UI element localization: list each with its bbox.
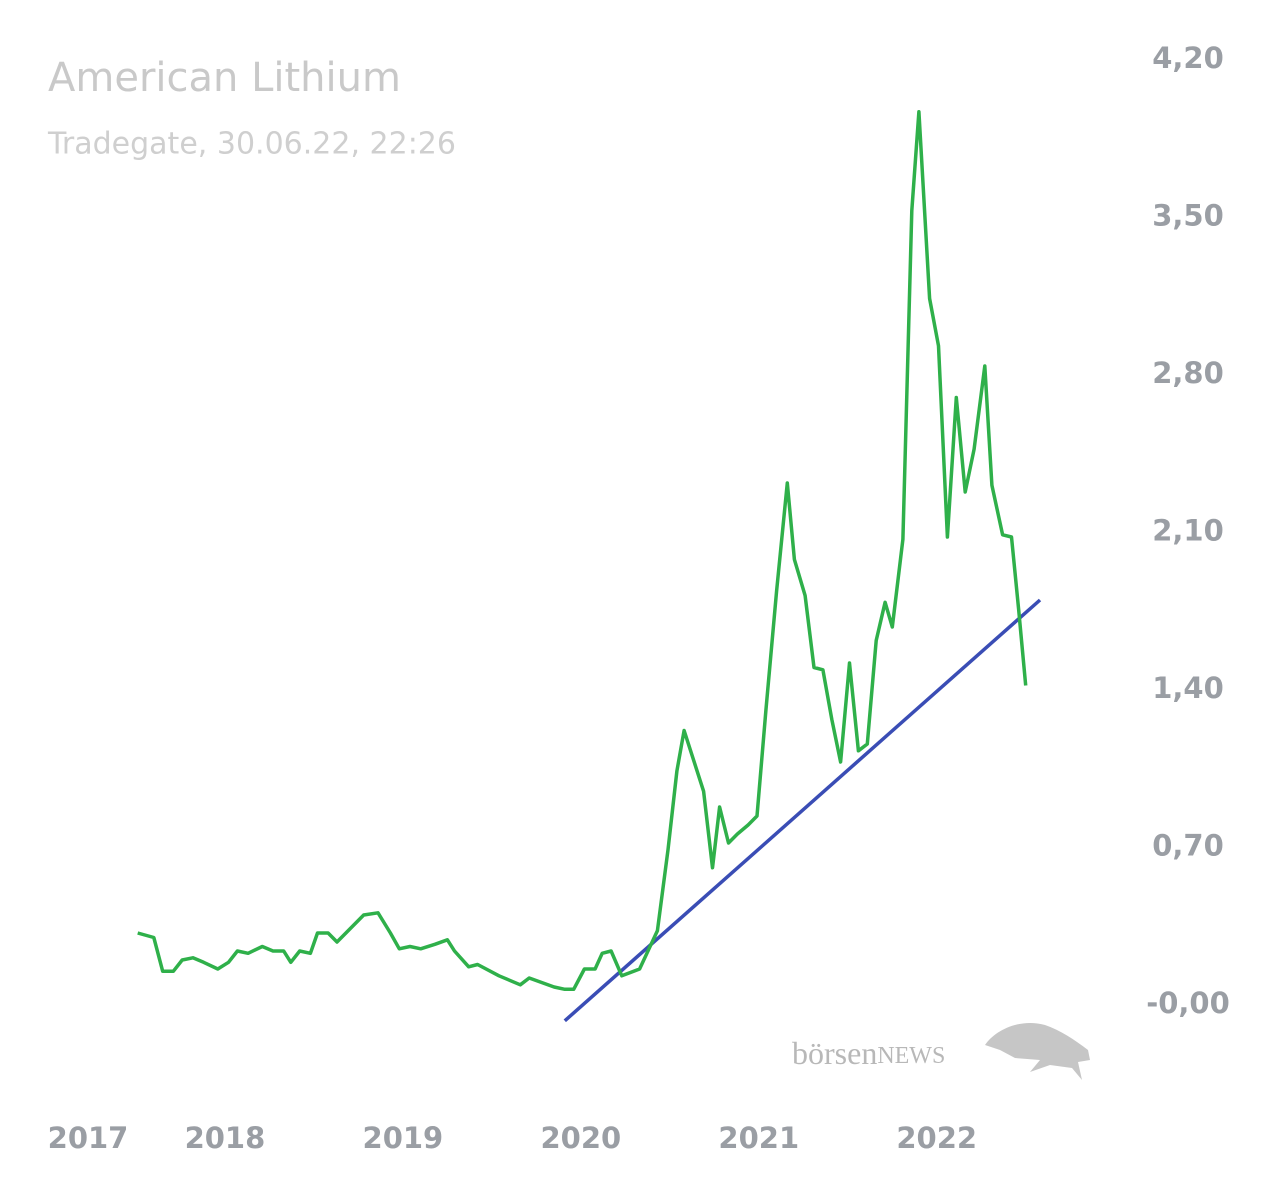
- x-tick-label: 2017: [48, 1121, 129, 1155]
- watermark-part: börsen: [792, 1035, 877, 1071]
- y-tick-label: 3,50: [1152, 199, 1224, 233]
- watermark-part: NEWS: [877, 1043, 945, 1069]
- watermark-logo: [985, 1022, 1090, 1080]
- y-tick-label: 4,20: [1152, 41, 1224, 75]
- y-tick-label: -0,00: [1146, 986, 1230, 1020]
- x-tick-label: 2022: [896, 1121, 977, 1155]
- y-tick-label: 2,80: [1152, 356, 1224, 390]
- x-tick-label: 2019: [363, 1121, 444, 1155]
- y-tick-label: 2,10: [1152, 514, 1224, 548]
- x-tick-label: 2018: [185, 1121, 266, 1155]
- x-tick-label: 2021: [718, 1121, 799, 1155]
- chart-title: American Lithium: [48, 55, 401, 101]
- watermark: börsenNEWS: [792, 1035, 945, 1071]
- y-tick-label: 0,70: [1152, 829, 1224, 863]
- chart-subtitle: Tradegate, 30.06.22, 22:26: [47, 127, 456, 162]
- y-tick-label: 1,40: [1152, 671, 1224, 705]
- trend-line: [563, 598, 1042, 1023]
- x-tick-label: 2020: [540, 1121, 621, 1155]
- price-line: [137, 109, 1028, 992]
